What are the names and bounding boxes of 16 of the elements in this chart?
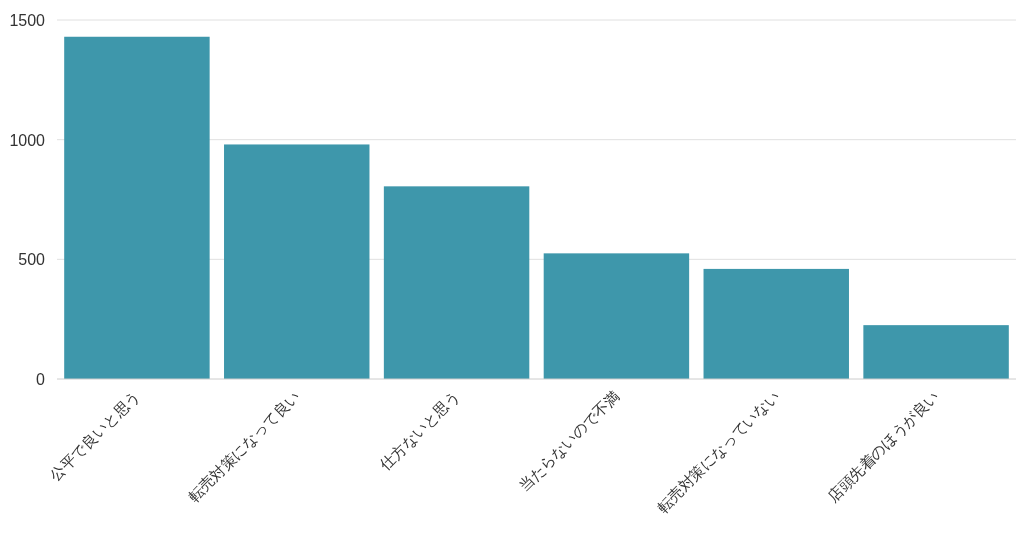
y-tick-label: 1500 bbox=[9, 12, 46, 29]
y-tick-label: 1000 bbox=[9, 131, 46, 149]
x-tick-label: 転売対策になって良い bbox=[184, 387, 303, 506]
x-tick-label: 仕方ないと思う bbox=[375, 387, 463, 475]
bar bbox=[383, 186, 530, 379]
y-tick-label: 500 bbox=[18, 251, 46, 269]
bar bbox=[863, 325, 1009, 379]
x-tick-label: 当たらないので不満 bbox=[515, 387, 623, 495]
x-tick-label: 店頭先着のほうが良い bbox=[824, 387, 943, 506]
bar bbox=[543, 253, 690, 379]
x-tick-label: 転売対策になっていない bbox=[653, 387, 783, 516]
bar bbox=[703, 268, 849, 379]
bar bbox=[64, 36, 210, 379]
bar bbox=[224, 144, 370, 379]
x-tick-label: 公平で良いと思う bbox=[46, 387, 144, 484]
y-tick-label: 0 bbox=[36, 371, 46, 388]
